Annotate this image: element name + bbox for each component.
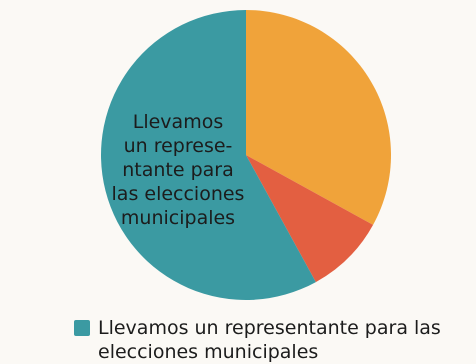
slice-label-line: un represe-	[124, 135, 233, 157]
pie-slices	[101, 10, 391, 300]
pie-slice-teal	[101, 10, 316, 300]
pie-slice-red	[246, 155, 374, 283]
legend-label: Llevamos un representante para las elecc…	[98, 317, 441, 363]
slice-label-line: ntante para	[122, 159, 234, 181]
legend-swatch-teal	[74, 320, 90, 336]
slice-label-line: Llevamos	[133, 111, 223, 133]
slice-label-line: municipales	[121, 207, 235, 229]
pie-slice-orange	[246, 10, 391, 225]
slice-label-teal: Llevamos un represe-ntante para las elecci…	[112, 111, 245, 229]
slice-label-line: las elecciones	[112, 183, 245, 205]
